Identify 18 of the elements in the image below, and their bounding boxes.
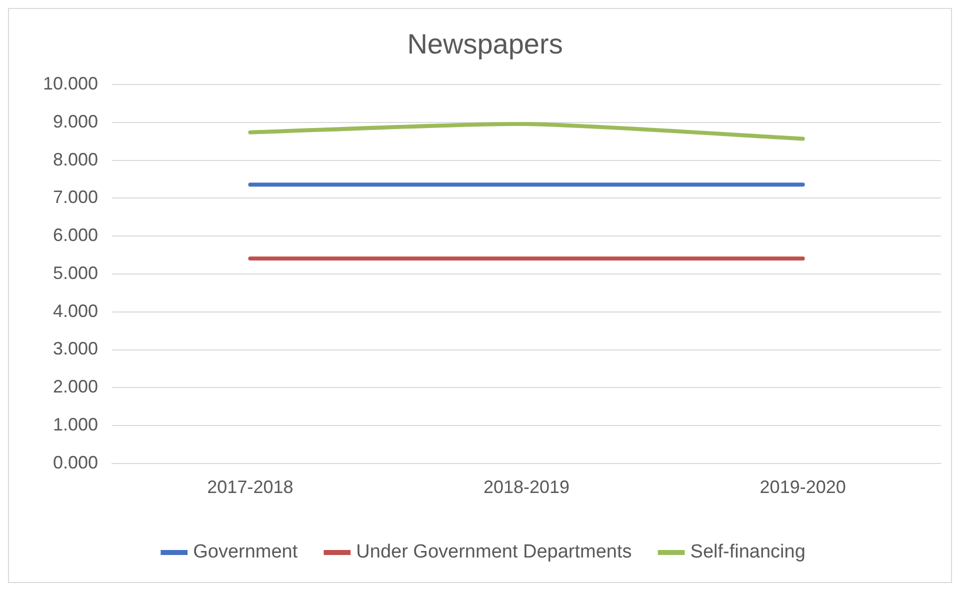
legend-label: Self-financing <box>690 542 806 563</box>
y-tick-label: 8.000 <box>53 149 98 170</box>
y-tick-label: 10.000 <box>42 74 98 94</box>
legend-label: Under Government Departments <box>356 542 632 563</box>
y-tick-label: 1.000 <box>53 414 98 434</box>
x-tick-label: 2017-2018 <box>207 477 294 498</box>
y-tick-label: 3.000 <box>53 338 98 359</box>
y-tick-label: 2.000 <box>53 376 98 397</box>
y-tick-label: 4.000 <box>53 300 98 321</box>
y-tick-label: 5.000 <box>53 262 98 283</box>
y-tick-label: 0.000 <box>53 452 98 472</box>
chart-title: Newspapers <box>407 28 563 60</box>
y-tick-label: 7.000 <box>53 187 98 208</box>
y-tick-label: 9.000 <box>53 111 98 132</box>
x-tick-label: 2019-2020 <box>760 477 846 498</box>
x-tick-label: 2018-2019 <box>483 477 570 498</box>
legend-label: Government <box>193 542 298 563</box>
y-tick-label: 6.000 <box>53 225 98 246</box>
